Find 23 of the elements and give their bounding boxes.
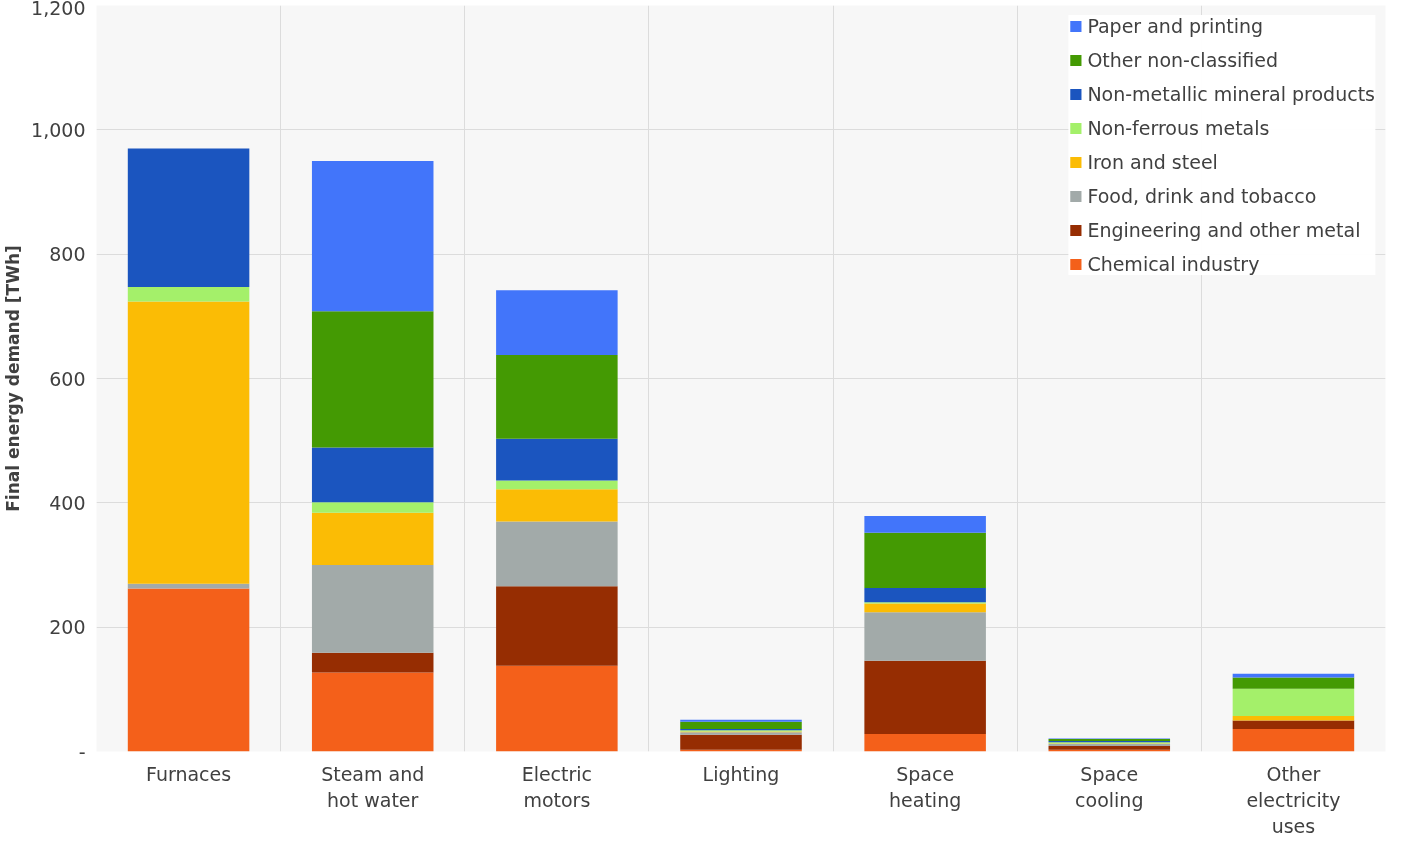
legend-label: Engineering and other metal xyxy=(1087,219,1361,241)
y-tick-label: 600 xyxy=(49,367,86,390)
y-tick-label: 1,000 xyxy=(31,118,86,141)
x-tick-label: Space heating xyxy=(889,762,962,811)
legend-label: Non-metallic mineral products xyxy=(1087,83,1375,105)
legend-label: Paper and printing xyxy=(1087,15,1264,37)
legend-label: Chemical industry xyxy=(1087,253,1260,275)
x-tick-label: Lighting xyxy=(702,762,780,785)
x-tick-label: Steam and hot water xyxy=(321,762,425,811)
x-tick-label: Furnaces xyxy=(146,762,232,785)
y-tick-label: 200 xyxy=(49,616,86,639)
x-tick-label: Other electricity uses xyxy=(1246,762,1341,838)
y-tick-label: 800 xyxy=(49,243,86,266)
y-tick-label: - xyxy=(78,740,86,763)
legend-label: Other non-classified xyxy=(1087,49,1279,71)
legend-label: Food, drink and tobacco xyxy=(1087,185,1317,207)
x-tick-label: Electric motors xyxy=(521,762,593,811)
legend-label: Non-ferrous metals xyxy=(1087,117,1270,139)
y-tick-label: 400 xyxy=(49,491,86,514)
legend-label: Iron and steel xyxy=(1087,151,1218,173)
y-tick-label: 1,200 xyxy=(31,0,86,19)
y-axis-title: Final energy demand [TWh] xyxy=(3,245,24,512)
x-tick-label: Space cooling xyxy=(1075,762,1144,811)
